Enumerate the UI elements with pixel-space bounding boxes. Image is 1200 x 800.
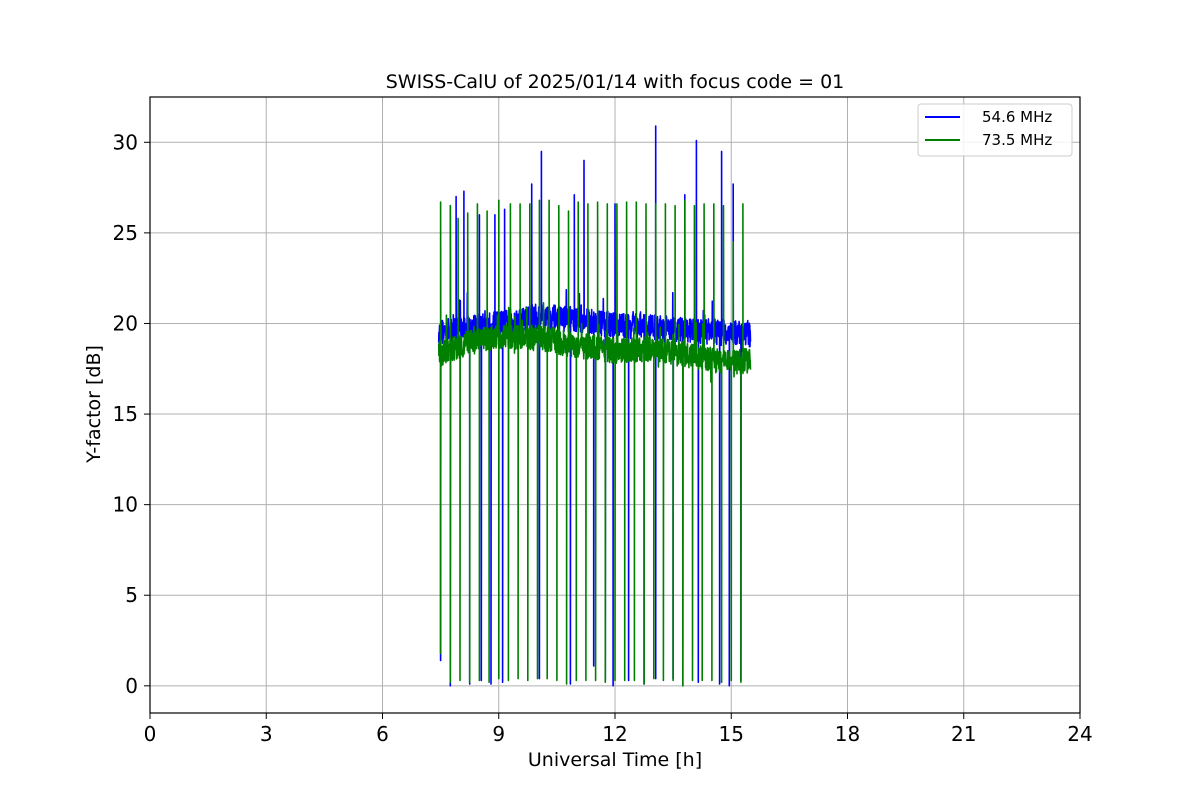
x-tick-label: 18 (835, 722, 860, 746)
x-tick-label: 3 (260, 722, 273, 746)
y-axis: 0 5 10 15 20 25 30 (113, 130, 150, 698)
y-tick-label: 20 (113, 311, 138, 335)
x-tick-label: 21 (951, 722, 976, 746)
x-axis: 0 3 6 9 12 15 18 21 24 (144, 713, 1093, 746)
x-axis-label: Universal Time [h] (528, 749, 702, 771)
legend-entry-73-5: 73.5 MHz (982, 131, 1052, 149)
series-line-54-6 (437, 125, 752, 687)
x-tick-label: 24 (1067, 722, 1092, 746)
y-tick-label: 5 (125, 583, 138, 607)
y-tick-label: 30 (113, 130, 138, 154)
y-axis-label: Y-factor [dB] (83, 345, 105, 464)
legend-entry-54-6: 54.6 MHz (982, 108, 1052, 126)
y-tick-label: 15 (113, 402, 138, 426)
y-tick-label: 25 (113, 221, 138, 245)
x-tick-label: 6 (376, 722, 389, 746)
series-line-73-5 (437, 199, 752, 687)
legend: 54.6 MHz 73.5 MHz (917, 103, 1073, 157)
x-tick-label: 9 (492, 722, 505, 746)
y-tick-label: 0 (125, 674, 138, 698)
x-tick-label: 15 (719, 722, 744, 746)
x-tick-label: 12 (602, 722, 627, 746)
x-tick-label: 0 (144, 722, 157, 746)
chart-title: SWISS-CalU of 2025/01/14 with focus code… (386, 71, 845, 93)
plot-area (437, 125, 752, 687)
y-tick-label: 10 (113, 493, 138, 517)
